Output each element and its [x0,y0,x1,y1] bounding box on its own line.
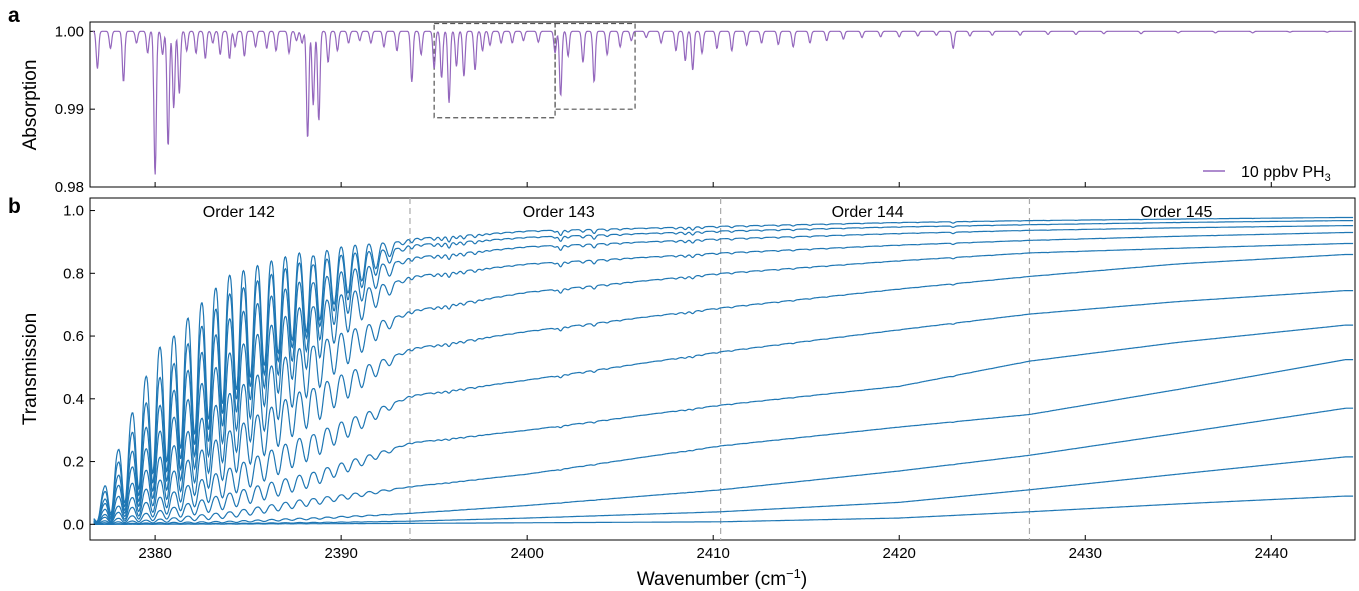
order-label: Order 144 [832,204,904,221]
order-label: Order 142 [203,204,275,221]
transmission-series-line [93,359,1354,525]
y-tick-label: 0.6 [63,328,84,345]
transmission-series-line [93,290,1354,525]
y-tick-label: 0.8 [63,265,84,282]
x-tick-label: 2410 [697,545,730,562]
y-tick-label: 0.2 [63,454,84,471]
panel-a-label: a [8,4,20,27]
order-labels: Order 142 Order 143 Order 144 Order 145 [203,204,1213,221]
transmission-series-line [93,242,1354,524]
y-tick-label: 0.4 [63,391,84,408]
zoom-box [554,22,636,110]
order-label: Order 143 [523,204,595,221]
x-tick-label: 2390 [324,545,357,562]
x-tick-label: 2420 [883,545,916,562]
x-tick-label: 2440 [1255,545,1288,562]
transmission-y-axis-label: Transmission [20,313,41,425]
panel-b-label: b [8,195,21,218]
y-tick-label: 0.98 [55,179,84,196]
transmission-series-line [93,253,1354,525]
transmission-ticks: 2380 2390 2400 2410 2420 2430 2440 0.0 0.2 0.4 0.6… [63,203,1288,562]
legend: 10 ppbv PH3 [1203,164,1331,184]
absorption-y-axis-label: Absorption [20,60,41,151]
y-tick-label: 1.0 [63,203,84,220]
y-tick-label: 0.99 [55,101,84,118]
x-tick-label: 2380 [138,545,171,562]
x-axis-label: Wavenumber (cm−1) [637,566,807,590]
y-tick-label: 1.00 [55,23,84,40]
transmission-panel: 2380 2390 2400 2410 2420 2430 2440 0.0 0.2 0.4 0.6… [20,197,1356,590]
transmission-series-line [93,324,1354,525]
order-label: Order 145 [1140,204,1212,221]
zoom-boxes [433,22,636,119]
transmission-series-line [93,225,1354,524]
legend-label: 10 ppbv PH3 [1241,164,1331,184]
absorption-ticks: 0.98 0.99 1.00 [55,23,1272,196]
x-tick-label: 2430 [1069,545,1102,562]
transmission-series-line [93,456,1354,525]
transmission-series [93,216,1354,525]
y-tick-label: 0.0 [63,516,84,533]
absorption-series-line [92,30,1353,175]
transmission-series-line [93,407,1354,525]
transmission-series-line [93,220,1354,523]
x-tick-label: 2400 [510,545,543,562]
absorption-panel: 0.98 0.99 1.00 Absorption 10 ppbv PH3 [20,21,1356,196]
transmission-series-line [93,231,1354,524]
order-dividers [409,198,1031,540]
transmission-series-line [93,495,1354,525]
absorption-plot-frame [89,21,1356,188]
transmission-plot-frame [89,197,1356,541]
